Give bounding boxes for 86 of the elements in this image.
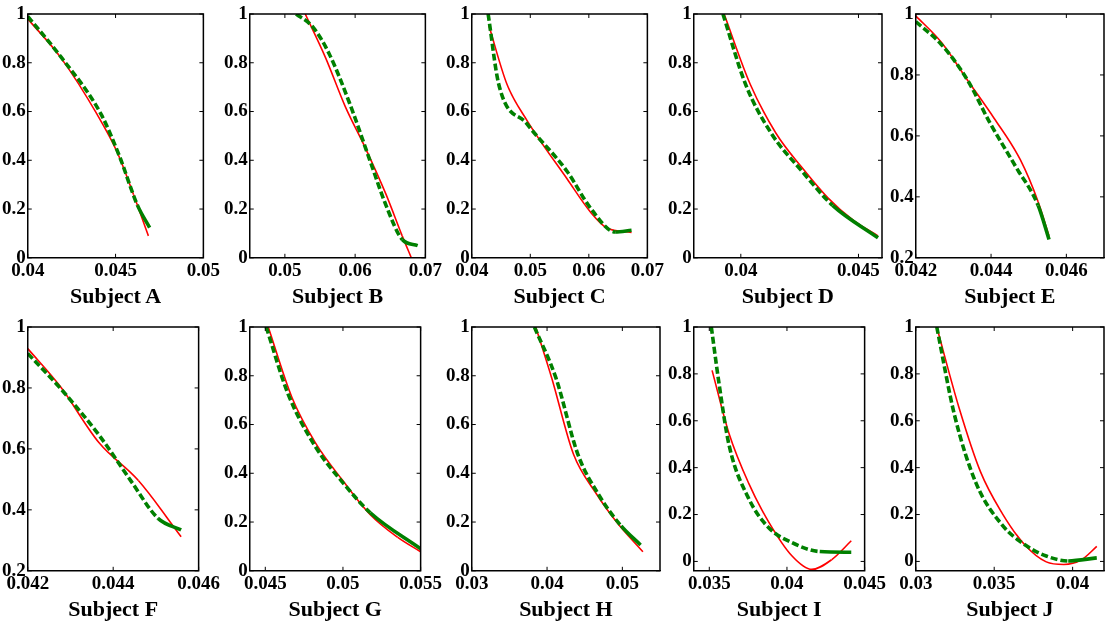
x-tick-label: 0.03 (899, 572, 933, 594)
y-tick-label: 0.8 (2, 375, 26, 397)
x-tick-label: 0.07 (630, 259, 665, 281)
x-tick-label: 0.044 (969, 259, 1013, 281)
x-axis-title: Subject I (736, 596, 822, 622)
y-tick-label: 0.6 (446, 99, 470, 121)
y-tick-label: 0.4 (446, 461, 471, 483)
x-axis-title: Subject J (966, 596, 1054, 622)
y-tick-label: 0.4 (2, 497, 27, 519)
x-tick-label: 0.045 (837, 259, 880, 281)
x-tick-label: 0.05 (268, 259, 302, 281)
y-tick-label: 0.4 (224, 461, 249, 483)
y-tick-label: 0.8 (668, 50, 692, 72)
y-tick-label: 0.4 (890, 455, 915, 477)
y-tick-label: 1 (682, 314, 692, 336)
x-tick-label: 0.06 (338, 259, 372, 281)
x-tick-label: 0.04 (770, 572, 805, 594)
y-tick-label: 0.2 (224, 509, 248, 531)
x-tick-label: 0.044 (91, 572, 136, 594)
y-tick-label: 1 (904, 1, 914, 23)
y-tick-label: 0.6 (224, 99, 248, 121)
y-tick-label: 0.6 (890, 123, 914, 145)
y-tick-label: 0.6 (224, 412, 248, 434)
x-tick-label: 0.046 (1044, 259, 1088, 281)
x-axis-title: Subject G (288, 596, 382, 622)
y-tick-label: 0.8 (668, 361, 692, 383)
x-tick-label: 0.07 (408, 259, 443, 281)
y-tick-label: 0 (682, 245, 692, 267)
y-tick-label: 0.4 (668, 455, 693, 477)
y-tick-label: 0.2 (2, 196, 26, 218)
y-tick-label: 0 (238, 245, 248, 267)
x-axis-title: Subject D (741, 283, 835, 309)
x-tick-label: 0.06 (572, 259, 606, 281)
y-tick-label: 1 (904, 314, 914, 336)
x-tick-label: 0.045 (94, 259, 137, 281)
x-tick-label: 0.05 (186, 259, 220, 281)
y-tick-label: 0.4 (890, 184, 915, 206)
y-tick-label: 1 (460, 314, 470, 336)
y-tick-label: 0.2 (224, 196, 248, 218)
y-tick-label: 0.8 (890, 361, 914, 383)
y-tick-label: 0.6 (890, 408, 914, 430)
x-axis-title: Subject C (513, 283, 606, 309)
y-tick-label: 0.8 (2, 50, 26, 72)
y-tick-label: 1 (16, 1, 26, 23)
x-tick-label: 0.035 (687, 572, 731, 594)
y-tick-label: 0.6 (2, 436, 26, 458)
x-axis-title: Subject E (964, 283, 1056, 309)
y-tick-label: 1 (682, 1, 692, 23)
y-tick-label: 0.8 (224, 363, 248, 385)
y-tick-label: 0.8 (224, 50, 248, 72)
y-tick-label: 0.2 (890, 502, 914, 524)
x-tick-label: 0.035 (972, 572, 1016, 594)
x-tick-label: 0.05 (326, 572, 360, 594)
x-tick-label: 0.04 (530, 572, 565, 594)
x-tick-label: 0.055 (399, 572, 442, 594)
y-tick-label: 0.2 (446, 509, 470, 531)
y-tick-label: 1 (238, 1, 248, 23)
y-tick-label: 0.4 (224, 148, 249, 170)
y-tick-label: 0.6 (668, 408, 692, 430)
x-tick-label: 0.05 (513, 259, 547, 281)
y-tick-label: 0.8 (446, 50, 470, 72)
y-tick-label: 0.6 (2, 99, 26, 121)
y-tick-label: 0 (682, 549, 692, 571)
x-tick-label: 0.04 (724, 259, 758, 281)
y-tick-label: 0.8 (446, 363, 470, 385)
x-axis-title: Subject A (70, 283, 162, 309)
y-tick-label: 0.4 (668, 148, 693, 170)
x-tick-label: 0.046 (177, 572, 220, 594)
y-tick-label: 1 (16, 314, 26, 336)
y-tick-label: 0.6 (668, 99, 692, 121)
y-tick-label: 0 (904, 549, 914, 571)
y-tick-label: 0.2 (668, 196, 692, 218)
y-tick-label: 0.8 (890, 62, 914, 84)
y-tick-label: 0.6 (446, 412, 470, 434)
x-tick-label: 0.045 (843, 572, 886, 594)
y-tick-label: 0.2 (668, 502, 692, 524)
y-tick-label: 0.2 (446, 196, 470, 218)
x-axis-title: Subject B (292, 283, 384, 309)
x-tick-label: 0.04 (1056, 572, 1090, 594)
x-tick-label: 0.05 (605, 572, 639, 594)
y-tick-label: 1 (460, 1, 470, 23)
x-axis-title: Subject F (68, 596, 159, 622)
x-axis-title: Subject H (519, 596, 613, 622)
y-tick-label: 0.4 (2, 148, 27, 170)
y-tick-label: 0.4 (446, 148, 471, 170)
y-tick-label: 1 (238, 314, 248, 336)
